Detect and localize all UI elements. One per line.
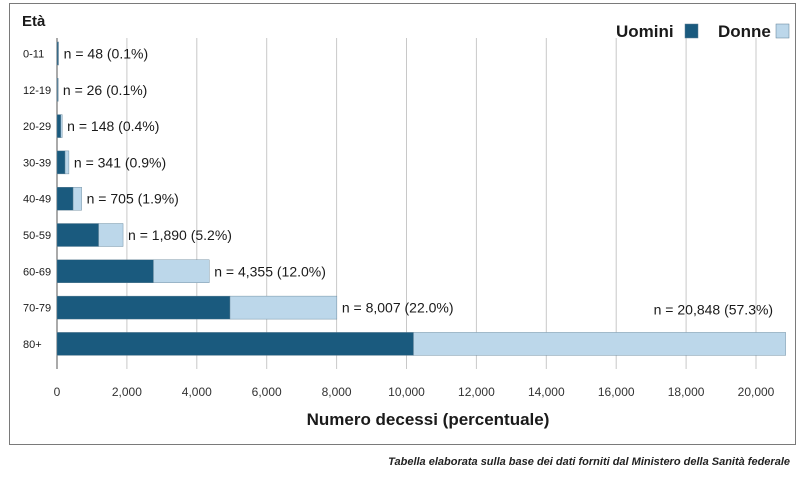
bar-donne <box>57 41 59 66</box>
x-tick-label: 12,000 <box>458 385 495 399</box>
x-tick-label: 8,000 <box>322 385 352 399</box>
source-caption: Tabella elaborata sulla base dei dati fo… <box>388 456 790 468</box>
bar-donne <box>64 150 70 175</box>
x-tick-label: 4,000 <box>182 385 212 399</box>
bar-uomini <box>56 332 414 356</box>
legend-swatch <box>775 23 790 39</box>
bar-value-label: n = 148 (0.4%) <box>67 118 159 134</box>
category-label: 50-59 <box>23 230 51 242</box>
bar-uomini <box>56 186 74 211</box>
category-label: 0-11 <box>23 49 44 61</box>
bar-uomini <box>56 114 62 138</box>
bar-donne <box>229 295 338 320</box>
x-tick-label: 2,000 <box>112 385 142 399</box>
bar-donne <box>57 78 59 102</box>
category-label: 40-49 <box>23 194 51 206</box>
x-tick-label: 10,000 <box>388 385 425 399</box>
x-tick-label: 16,000 <box>598 385 635 399</box>
bar-uomini <box>56 223 99 247</box>
bar-uomini <box>56 295 231 320</box>
bar-donne <box>413 332 786 356</box>
legend-swatch <box>684 23 699 39</box>
category-label: 12-19 <box>23 85 51 97</box>
x-tick-label: 6,000 <box>252 385 282 399</box>
category-label: 80+ <box>23 339 42 351</box>
x-tick-label: 14,000 <box>528 385 565 399</box>
category-label: 60-69 <box>23 266 51 278</box>
category-label: 70-79 <box>23 303 51 315</box>
bar-uomini <box>56 259 154 284</box>
bar-value-label: n = 20,848 (57.3%) <box>654 301 773 317</box>
bar-value-label: n = 48 (0.1%) <box>64 46 148 62</box>
x-tick-label: 20,000 <box>738 385 775 399</box>
bar-chart: 0-11 n = 48 (0.1%) 12-19 n = 26 (0.1%) 20-29… <box>22 13 790 429</box>
bar-donne <box>60 114 63 138</box>
bar-uomini <box>56 150 66 175</box>
category-label: 30-39 <box>23 157 51 169</box>
bar-value-label: n = 705 (1.9%) <box>87 191 179 207</box>
legend-label: Donne <box>718 22 771 41</box>
bar-value-label: n = 26 (0.1%) <box>63 82 147 98</box>
bar-value-label: n = 341 (0.9%) <box>74 154 166 170</box>
legend-label: Uomini <box>616 22 674 41</box>
x-axis-title: Numero decessi (percentuale) <box>307 410 550 429</box>
category-label: 20-29 <box>23 121 51 133</box>
bar-donne <box>153 259 210 284</box>
bar-donne <box>98 223 124 247</box>
bar-donne <box>72 186 82 211</box>
x-tick-label: 18,000 <box>668 385 705 399</box>
bar-value-label: n = 1,890 (5.2%) <box>128 227 232 243</box>
bar-value-label: n = 4,355 (12.0%) <box>214 263 326 279</box>
chart-frame: 0-11 n = 48 (0.1%) 12-19 n = 26 (0.1%) 20-29… <box>9 3 796 445</box>
x-tick-label: 0 <box>54 385 61 399</box>
y-axis-title: Età <box>22 13 46 30</box>
bar-value-label: n = 8,007 (22.0%) <box>342 300 454 316</box>
